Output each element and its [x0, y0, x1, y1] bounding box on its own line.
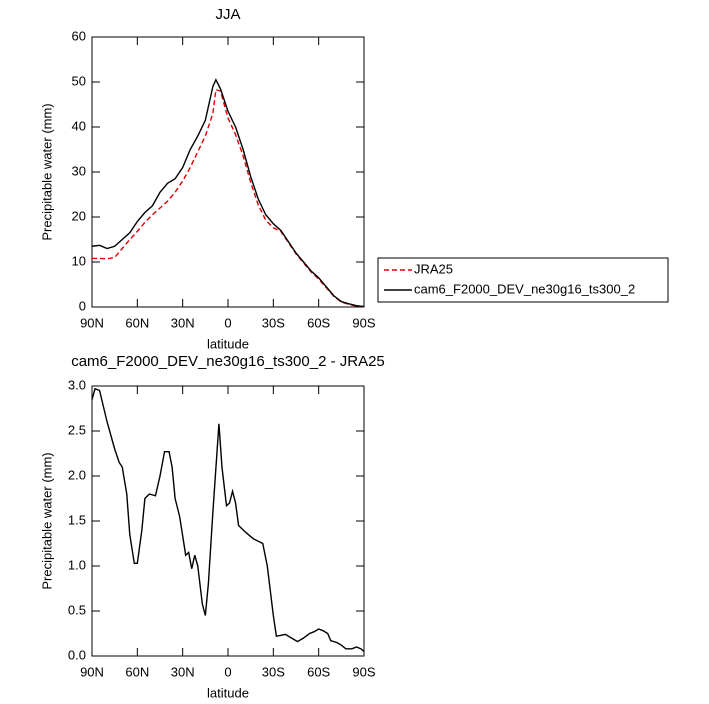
plot-frame [91, 36, 365, 308]
y-tick-label: 0.5 [68, 602, 86, 617]
x-axis-label: latitude [207, 685, 249, 700]
data-line [92, 88, 365, 308]
y-axis-label: Precipitable water (mm) [39, 103, 54, 240]
y-tick-label: 30 [72, 163, 86, 178]
x-tick-label: 0 [224, 315, 231, 330]
y-tick-label: 0 [79, 298, 86, 313]
legend-label: JRA25 [414, 261, 453, 276]
y-tick-label: 40 [72, 118, 86, 133]
x-tick-label: 0 [224, 664, 231, 679]
legend-label: cam6_F2000_DEV_ne30g16_ts300_2 [414, 281, 635, 296]
x-tick-label: 30S [262, 664, 285, 679]
plot-frame [91, 385, 365, 657]
x-tick-label: 90N [80, 664, 104, 679]
x-axis-label: latitude [207, 336, 249, 351]
x-tick-label: 90N [80, 315, 104, 330]
chart-title: JJA [215, 6, 240, 23]
x-tick-label: 90S [352, 315, 375, 330]
y-tick-label: 1.0 [68, 557, 86, 572]
x-tick-label: 60S [307, 315, 330, 330]
x-tick-label: 30S [262, 315, 285, 330]
y-tick-label: 50 [72, 73, 86, 88]
data-line [91, 387, 365, 653]
x-tick-label: 60N [125, 664, 149, 679]
y-tick-label: 3.0 [68, 377, 86, 392]
chart-title: cam6_F2000_DEV_ne30g16_ts300_2 - JRA25 [71, 353, 385, 370]
y-tick-label: 2.0 [68, 467, 86, 482]
y-tick-label: 10 [72, 253, 86, 268]
y-tick-label: 20 [72, 208, 86, 223]
y-axis-label: Precipitable water (mm) [39, 452, 54, 589]
y-tick-label: 2.5 [68, 422, 86, 437]
x-tick-label: 60S [307, 664, 330, 679]
data-line [91, 78, 365, 308]
x-tick-label: 30N [171, 315, 195, 330]
y-tick-label: 0.0 [68, 647, 86, 662]
x-tick-label: 30N [171, 664, 195, 679]
x-tick-label: 90S [352, 664, 375, 679]
x-tick-label: 60N [125, 315, 149, 330]
legend-box [377, 257, 669, 303]
y-tick-label: 1.5 [68, 512, 86, 527]
y-tick-label: 60 [72, 28, 86, 43]
